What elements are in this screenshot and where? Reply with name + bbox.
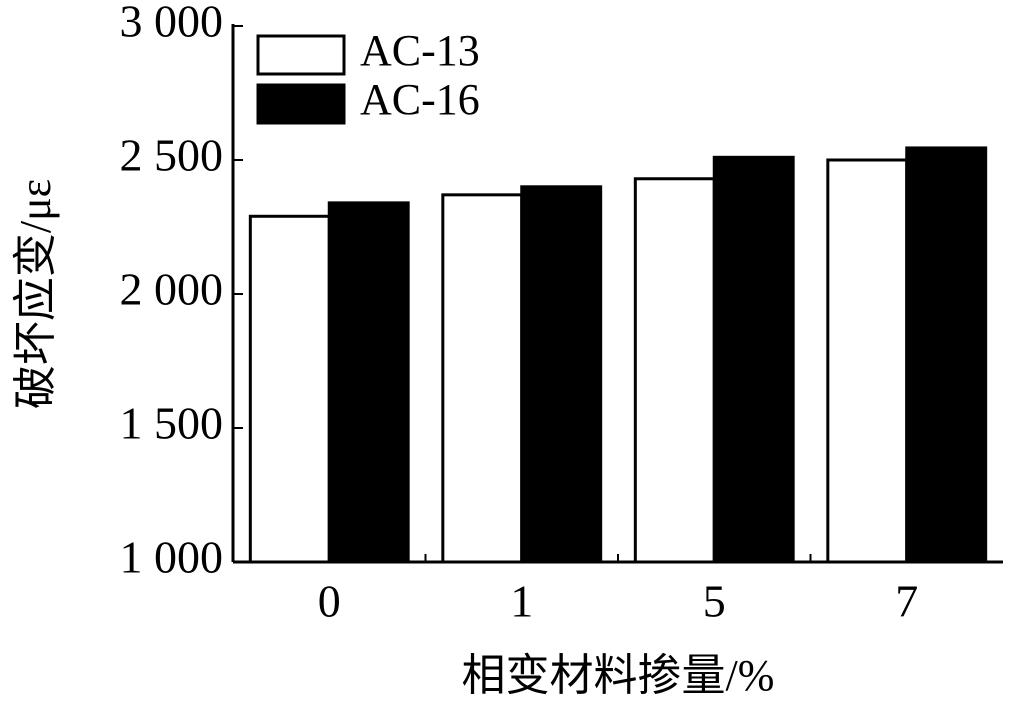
y-tick-label: 3 000 xyxy=(120,0,224,47)
bar xyxy=(826,158,909,564)
legend-label: AC-13 xyxy=(360,26,480,75)
bar xyxy=(712,155,795,564)
bar xyxy=(520,185,603,564)
y-tick-label: 1 000 xyxy=(120,532,224,583)
y-tick-label: 2 500 xyxy=(120,130,224,181)
legend-label: AC-16 xyxy=(360,75,480,124)
y-axis-label: 破坏应变/με xyxy=(11,179,60,409)
bar xyxy=(248,214,331,564)
legend-swatch xyxy=(256,34,346,76)
y-tick-label: 1 500 xyxy=(120,398,224,449)
x-axis-label: 相变材料掺量/% xyxy=(462,651,775,700)
x-tick-label: 7 xyxy=(895,576,918,627)
x-tick-label: 0 xyxy=(318,576,341,627)
bar xyxy=(441,193,524,564)
x-tick-label: 1 xyxy=(510,576,533,627)
y-tick-label: 2 000 xyxy=(120,264,224,315)
bar xyxy=(633,177,716,564)
bar xyxy=(905,146,988,564)
legend-swatch xyxy=(256,83,346,125)
bar xyxy=(327,201,410,564)
x-tick-label: 5 xyxy=(703,576,726,627)
